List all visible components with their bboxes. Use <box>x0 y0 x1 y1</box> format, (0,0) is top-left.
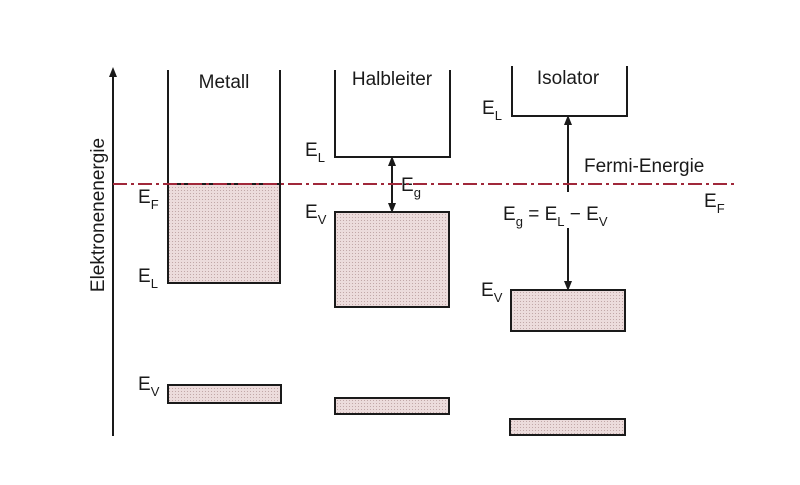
insulator-valence-band <box>510 289 626 332</box>
semiconductor-ev-label: EV <box>305 202 327 227</box>
semiconductor-column: Halbleiter EL EV Eg <box>305 69 451 415</box>
metal-filled-band <box>167 183 281 284</box>
metal-ev-label: EV <box>138 374 160 399</box>
fermi-label: Fermi-Energie <box>584 156 704 177</box>
insulator-lower-band <box>509 418 626 436</box>
semiconductor-el-label: EL <box>305 140 325 165</box>
metal-title: Metall <box>199 72 250 93</box>
axis-label: Elektronenenergie <box>88 138 109 292</box>
metal-column: Metall EF EL EV <box>138 70 282 404</box>
semiconductor-gap-label: Eg <box>401 175 421 200</box>
insulator-ev-label: EV <box>481 280 503 305</box>
fermi-ef-label: EF <box>704 191 725 216</box>
insulator-column: Isolator EL EV Eg = EL − EV <box>481 66 628 436</box>
insulator-el-label: EL <box>482 98 502 123</box>
semiconductor-valence-band <box>334 211 450 308</box>
metal-lower-band <box>167 384 282 404</box>
semiconductor-title: Halbleiter <box>352 69 433 90</box>
metal-el-label: EL <box>138 266 158 291</box>
insulator-title: Isolator <box>537 68 600 89</box>
insulator-gap-equation: Eg = EL − EV <box>503 204 608 229</box>
semiconductor-lower-band <box>334 397 450 415</box>
metal-band-outline <box>167 70 281 284</box>
metal-ef-label: EF <box>138 187 159 212</box>
